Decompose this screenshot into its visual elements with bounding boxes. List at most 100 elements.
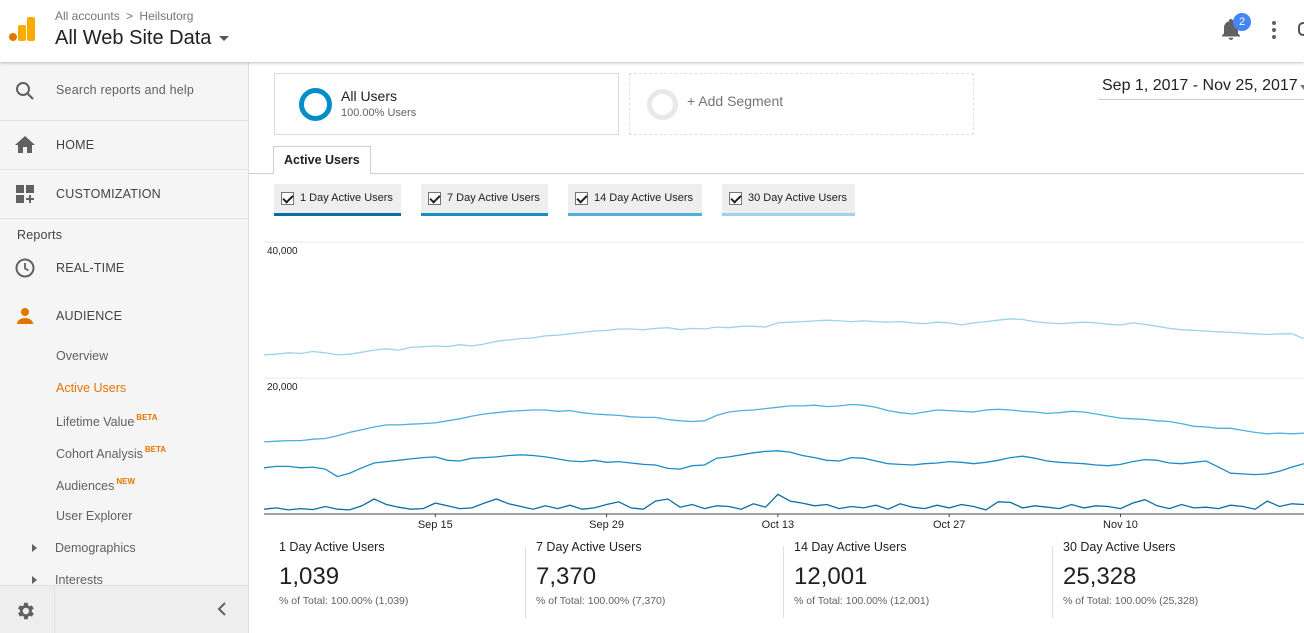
series-line[interactable] — [263, 318, 1304, 356]
sidebar-item-label: AUDIENCE — [56, 309, 123, 323]
segment-all-users[interactable]: All Users 100.00% Users — [274, 73, 619, 135]
subitem-label: Active Users — [56, 381, 127, 395]
x-tick-label: Sep 15 — [418, 519, 453, 531]
metric-color-bar — [274, 213, 401, 216]
person-icon — [17, 308, 33, 324]
stat-percent-total: % of Total: 100.00% (25,328) — [1063, 595, 1199, 607]
checkbox-checked-icon[interactable] — [575, 192, 588, 205]
add-segment-button[interactable]: + Add Segment — [629, 73, 974, 135]
sidebar-footer — [0, 585, 248, 633]
segment-name: All Users — [341, 88, 398, 104]
empty-ring-icon — [647, 89, 678, 120]
series-line[interactable] — [263, 493, 1304, 511]
date-range-picker[interactable]: Sep 1, 2017 - Nov 25, 2017 — [1098, 72, 1304, 100]
expand-triangle-icon[interactable] — [32, 576, 37, 584]
x-tick-label: Sep 29 — [589, 519, 624, 531]
active-users-line-chart[interactable]: 40,000 20,000 Sep 15 Sep 29 Oct 13 Oct 27 Nov … — [249, 234, 1304, 534]
metric-chip-7-day[interactable]: 7 Day Active Users — [421, 184, 548, 216]
dashboard-grid-icon — [16, 185, 34, 203]
sidebar-item-realtime[interactable]: REAL-TIME — [0, 250, 248, 286]
metric-chip-1-day[interactable]: 1 Day Active Users — [274, 184, 401, 216]
sidebar-subitem-demographics[interactable]: Demographics — [55, 541, 136, 555]
analytics-logo-icon[interactable] — [8, 15, 36, 43]
segment-percent: 100.00% Users — [341, 107, 417, 119]
subitem-label: Lifetime Value — [56, 415, 135, 429]
stat-name: 1 Day Active Users — [279, 540, 385, 554]
stat-percent-total: % of Total: 100.00% (1,039) — [279, 595, 409, 607]
metric-color-bar — [421, 213, 548, 216]
breadcrumb-separator: > — [126, 9, 134, 23]
account-avatar-icon[interactable] — [1298, 22, 1304, 36]
expand-triangle-icon[interactable] — [32, 544, 37, 552]
stat-30-day: 30 Day Active Users 25,328 % of Total: 1… — [1063, 540, 1198, 607]
sidebar-item-label: CUSTOMIZATION — [56, 187, 161, 201]
metric-chip-label: 14 Day Active Users — [594, 192, 694, 204]
stat-divider — [525, 546, 526, 618]
sidebar-subitem-cohort-analysis[interactable]: Cohort Analysis BETA — [56, 445, 166, 461]
checkbox-checked-icon[interactable] — [428, 192, 441, 205]
metric-chip-30-day[interactable]: 30 Day Active Users — [722, 184, 855, 216]
view-selector[interactable]: All Web Site Data — [55, 27, 230, 50]
stat-value: 1,039 — [279, 563, 340, 590]
breadcrumb-all-accounts[interactable]: All accounts — [55, 9, 120, 23]
sidebar-item-label: REAL-TIME — [56, 261, 125, 275]
metric-color-bar — [722, 213, 855, 216]
caret-down-icon — [219, 36, 230, 41]
stat-value: 12,001 — [794, 563, 868, 590]
chevron-left-icon[interactable] — [216, 602, 228, 616]
checkbox-checked-icon[interactable] — [729, 192, 742, 205]
stat-7-day: 7 Day Active Users 7,370 % of Total: 100… — [536, 540, 665, 607]
sidebar-subitem-user-explorer[interactable]: User Explorer — [56, 509, 132, 523]
date-range-text: Sep 1, 2017 - Nov 25, 2017 — [1102, 77, 1298, 94]
series-line[interactable] — [263, 403, 1304, 443]
sidebar-item-audience[interactable]: AUDIENCE — [0, 298, 248, 334]
beta-badge: BETA — [136, 413, 158, 422]
stat-value: 25,328 — [1063, 563, 1137, 590]
series-line[interactable] — [263, 450, 1304, 478]
search-icon — [16, 82, 34, 100]
caret-down-icon — [1300, 85, 1304, 90]
stat-name: 7 Day Active Users — [536, 540, 642, 554]
sidebar-item-customization[interactable]: CUSTOMIZATION — [0, 170, 248, 218]
sidebar-subitem-lifetime-value[interactable]: Lifetime Value BETA — [56, 413, 157, 429]
sidebar-divider — [0, 169, 248, 170]
tab-active-users[interactable]: Active Users — [273, 146, 371, 174]
metric-chip-label: 1 Day Active Users — [300, 192, 393, 204]
stat-divider — [1052, 546, 1053, 618]
beta-badge: BETA — [144, 445, 167, 454]
sidebar-divider — [0, 218, 248, 219]
sidebar-subitem-overview[interactable]: Overview — [56, 349, 108, 363]
notification-count-badge: 2 — [1233, 13, 1251, 31]
stat-name: 14 Day Active Users — [794, 540, 907, 554]
x-tick-label: Oct 13 — [762, 519, 794, 531]
sidebar-subitem-audiences[interactable]: Audiences NEW — [56, 477, 135, 493]
metric-color-bar — [568, 213, 702, 216]
stat-14-day: 14 Day Active Users 12,001 % of Total: 1… — [794, 540, 929, 607]
tab-underline — [249, 173, 1304, 174]
sidebar-item-home[interactable]: HOME — [0, 121, 248, 169]
gear-icon[interactable] — [14, 600, 36, 622]
subitem-label: Audiences — [56, 479, 115, 493]
more-options-icon[interactable] — [1268, 20, 1280, 40]
search-input-label[interactable]: Search reports and help — [56, 83, 195, 97]
breadcrumb-account[interactable]: Heilsutorg — [139, 9, 194, 23]
top-header: All accounts > Heilsutorg All Web Site D… — [0, 0, 1304, 62]
x-tick-label: Nov 10 — [1103, 519, 1138, 531]
subitem-label: Demographics — [55, 541, 136, 555]
subitem-label: User Explorer — [56, 509, 133, 523]
breadcrumb[interactable]: All accounts > Heilsutorg — [55, 9, 193, 23]
footer-divider — [54, 586, 55, 633]
add-segment-label: + Add Segment — [687, 93, 784, 109]
subitem-label: Cohort Analysis — [56, 447, 143, 461]
search-reports[interactable]: Search reports and help — [0, 62, 248, 120]
stat-divider — [783, 546, 784, 618]
metric-chip-14-day[interactable]: 14 Day Active Users — [568, 184, 702, 216]
sidebar-item-label: HOME — [56, 138, 95, 152]
stat-percent-total: % of Total: 100.00% (7,370) — [536, 595, 666, 607]
sidebar-subitem-active-users[interactable]: Active Users — [56, 381, 126, 395]
y-tick-label: 20,000 — [267, 382, 298, 393]
stat-percent-total: % of Total: 100.00% (12,001) — [794, 595, 930, 607]
checkbox-checked-icon[interactable] — [281, 192, 294, 205]
sidebar-subitem-interests[interactable]: Interests — [55, 573, 103, 587]
